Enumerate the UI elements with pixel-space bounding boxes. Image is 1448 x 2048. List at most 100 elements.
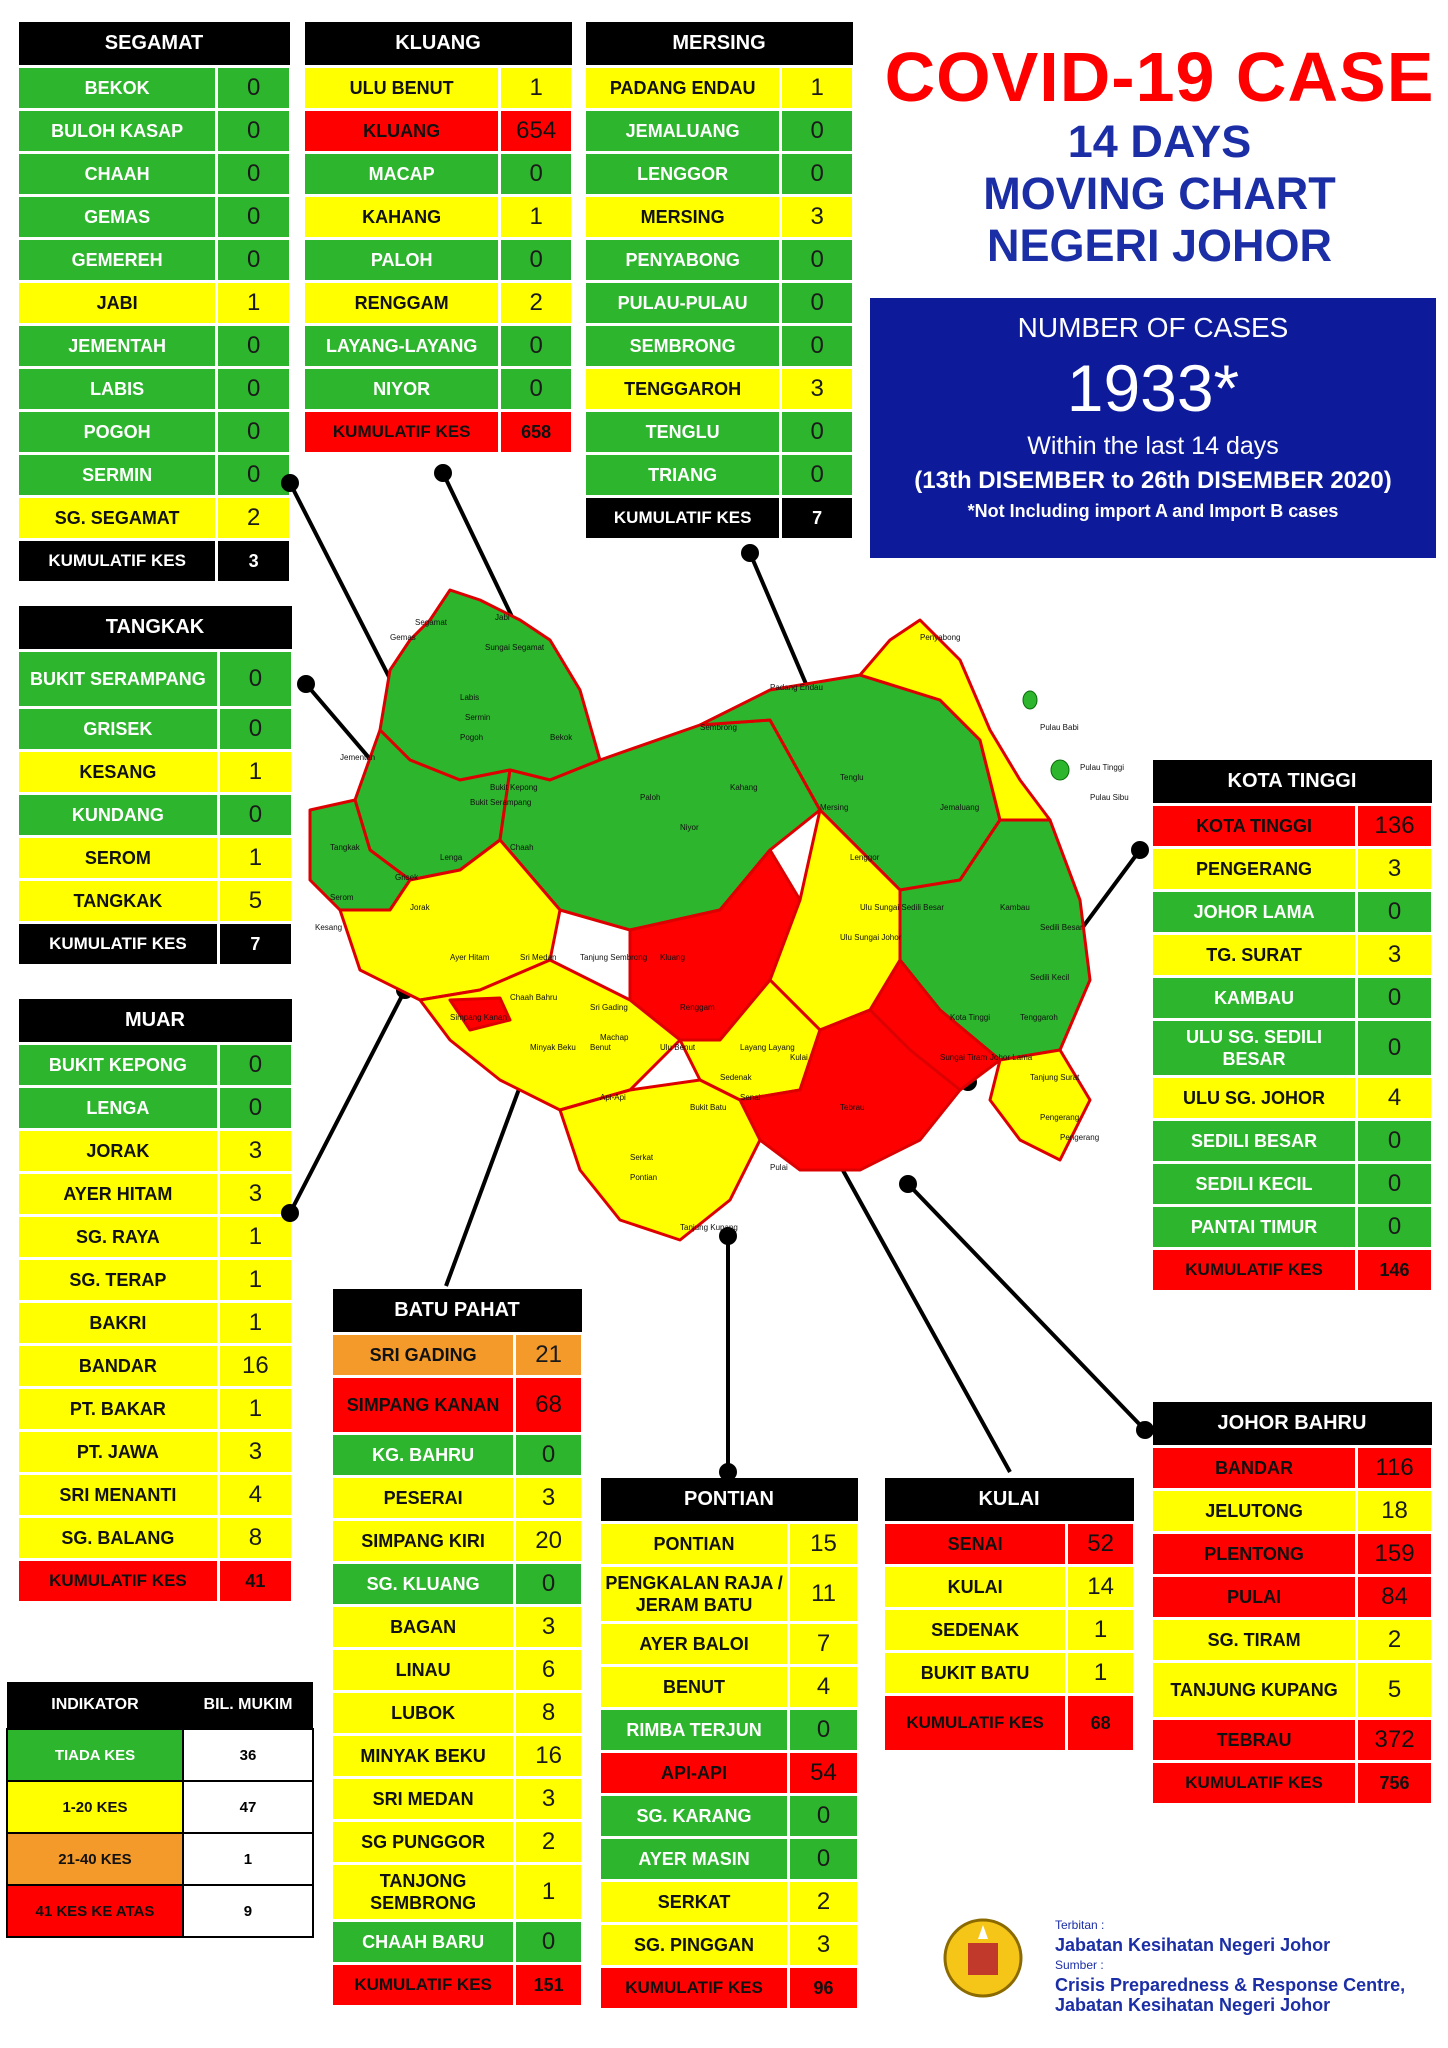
mukim-row: PONTIAN 15	[597, 1521, 860, 1567]
mukim-name: SG. KARANG	[597, 1793, 791, 1839]
mukim-cases: 0	[779, 280, 855, 326]
map-place-label: Kahang	[730, 783, 758, 792]
mukim-cases: 0	[215, 237, 292, 283]
cumulative-label: KUMULATIF KES	[16, 921, 220, 967]
mukim-name: TG. SURAT	[1149, 932, 1359, 978]
cumulative-label: KUMULATIF KES	[1149, 1247, 1359, 1293]
mukim-row: BAKRI 1	[16, 1300, 295, 1346]
mukim-name: LABIS	[15, 366, 219, 412]
mukim-row: JORAK 3	[16, 1128, 295, 1174]
cumulative-label: KUMULATIF KES	[16, 1558, 220, 1604]
mukim-cases: 0	[787, 1836, 860, 1882]
mukim-row: ULU BENUT 1	[301, 65, 574, 111]
district-table-segamat: SEGAMAT BEKOK 0 BULOH KASAP 0 CHAAH 0 GEMAS 0 GEM…	[15, 20, 292, 584]
mukim-name: BUKIT KEPONG	[16, 1042, 220, 1088]
legend-label: 41 KES KE ATAS	[6, 1884, 184, 1938]
mukim-row: AYER BALOI 7	[597, 1621, 860, 1667]
mukim-row: PULAU-PULAU 0	[582, 280, 855, 326]
district-name: JOHOR BAHRU	[1150, 1400, 1434, 1448]
mukim-cases: 4	[216, 1472, 295, 1518]
mukim-row: MINYAK BEKU 16	[329, 1733, 584, 1779]
mukim-row: KG. BAHRU 0	[329, 1432, 584, 1478]
mukim-row: SEDILI BESAR 0	[1149, 1118, 1434, 1164]
map-place-label: Kota Tinggi	[950, 1013, 990, 1022]
mukim-cases: 0	[779, 452, 855, 498]
mukim-name: BANDAR	[1149, 1445, 1359, 1491]
mukim-cases: 2	[215, 495, 292, 541]
mukim-row: BAGAN 3	[329, 1604, 584, 1650]
leader-dot	[899, 1175, 917, 1193]
mukim-cases: 2	[513, 1819, 584, 1865]
map-place-label: Sedili Besar	[1040, 923, 1083, 932]
map-place-label: Tanjung Kupang	[680, 1223, 738, 1232]
mukim-cases: 3	[779, 366, 855, 412]
mukim-name: SG. SEGAMAT	[15, 495, 219, 541]
district-table-pontian: PONTIAN PONTIAN 15 PENGKALAN RAJA / JERAM B…	[597, 1476, 860, 2011]
mukim-name: JEMENTAH	[15, 323, 219, 369]
mukim-row: PLENTONG 159	[1149, 1531, 1434, 1577]
mukim-cases: 1	[216, 1257, 295, 1303]
cumulative-label: KUMULATIF KES	[881, 1693, 1069, 1753]
mukim-name: GEMEREH	[15, 237, 219, 283]
mukim-name: MINYAK BEKU	[329, 1733, 517, 1779]
leader-dot	[1131, 841, 1149, 859]
map-place-label: Sungai Segamat	[485, 643, 545, 652]
mukim-row: TRIANG 0	[582, 452, 855, 498]
mukim-name: ULU SG. JOHOR	[1149, 1075, 1359, 1121]
mukim-cases: 54	[787, 1750, 860, 1796]
mukim-cases: 0	[513, 1432, 584, 1478]
mukim-cases: 0	[498, 366, 574, 412]
footer-text: Terbitan : Jabatan Kesihatan Negeri Joho…	[1055, 1915, 1405, 2015]
mukim-row: JABI 1	[15, 280, 292, 326]
mukim-row: BUKIT SERAMPANG 0	[16, 649, 295, 709]
map-place-label: Tanjung Surat	[1030, 1073, 1080, 1082]
mukim-cases: 5	[216, 878, 295, 924]
mukim-row: PANTAI TIMUR 0	[1149, 1204, 1434, 1250]
map-place-label: Lenggor	[850, 853, 880, 862]
mukim-name: SEDILI BESAR	[1149, 1118, 1359, 1164]
legend-label: 21-40 KES	[6, 1832, 184, 1886]
mukim-cases: 3	[787, 1922, 860, 1968]
mukim-cases: 0	[513, 1919, 584, 1965]
map-place-label: Benut	[590, 1043, 612, 1052]
mukim-cases: 0	[216, 792, 295, 838]
mukim-name: ULU SG. SEDILI BESAR	[1149, 1018, 1359, 1078]
map-place-label: Jorak	[410, 903, 431, 912]
mukim-cases: 18	[1355, 1488, 1434, 1534]
leader-dot	[281, 474, 299, 492]
mukim-name: SG. KLUANG	[329, 1561, 517, 1607]
district-name: SEGAMAT	[16, 20, 292, 68]
leader-dot	[297, 675, 315, 693]
mukim-cases: 15	[787, 1521, 860, 1567]
mukim-name: PENGERANG	[1149, 846, 1359, 892]
mukim-name: SG. PINGGAN	[597, 1922, 791, 1968]
mukim-name: CHAAH BARU	[329, 1919, 517, 1965]
cumulative-row: KUMULATIF KES 7	[16, 921, 295, 967]
map-place-label: Grisek	[395, 873, 419, 882]
total-cases: 1933*	[1066, 351, 1240, 425]
sumber-line-2: Jabatan Kesihatan Negeri Johor	[1055, 1995, 1331, 2015]
map-place-label: Pengerang	[1040, 1113, 1079, 1122]
mukim-row: LABIS 0	[15, 366, 292, 412]
mukim-name: JOHOR LAMA	[1149, 889, 1359, 935]
map-place-label: Senai	[740, 1093, 761, 1102]
map-place-label: Mersing	[820, 803, 848, 812]
map-place-label: Serom	[330, 893, 354, 902]
mukim-name: BULOH KASAP	[15, 108, 219, 154]
mukim-name: BEKOK	[15, 65, 219, 111]
mukim-name: BANDAR	[16, 1343, 220, 1389]
mukim-name: PENGKALAN RAJA / JERAM BATU	[597, 1564, 791, 1624]
cumulative-row: KUMULATIF KES 3	[15, 538, 292, 584]
mukim-cases: 0	[216, 706, 295, 752]
leader-dot	[719, 1463, 737, 1481]
mukim-row: GEMEREH 0	[15, 237, 292, 283]
mukim-name: CHAAH	[15, 151, 219, 197]
map-place-label: Pengerang	[1060, 1133, 1099, 1142]
map-place-label: Sedenak	[720, 1073, 753, 1082]
map-place-label: Jementah	[340, 753, 375, 762]
mukim-row: LUBOK 8	[329, 1690, 584, 1736]
mukim-row: PENGERANG 3	[1149, 846, 1434, 892]
mukim-cases: 0	[1355, 1161, 1434, 1207]
mukim-cases: 3	[216, 1171, 295, 1217]
mukim-row: SEROM 1	[16, 835, 295, 881]
